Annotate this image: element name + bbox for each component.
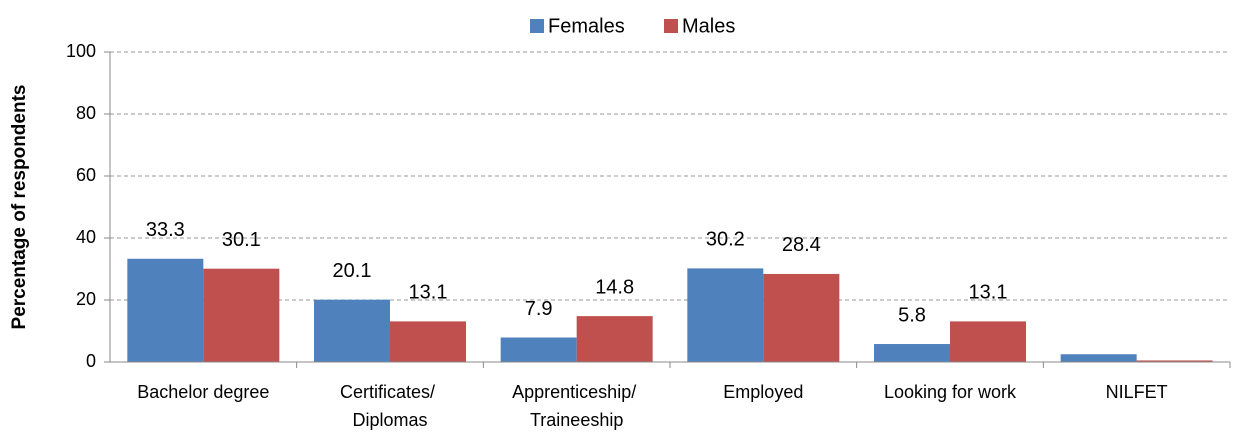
data-label: 20.1	[333, 260, 372, 282]
data-label: 28.4	[782, 234, 821, 256]
bar	[1060, 354, 1137, 362]
y-tick-label: 20	[76, 289, 96, 309]
x-tick-label-line: Apprenticeship/	[512, 382, 641, 402]
bar	[576, 316, 653, 362]
data-label: 5.8	[898, 304, 926, 326]
legend-label: Females	[548, 15, 625, 37]
data-label: 33.3	[146, 219, 185, 241]
x-tick-label-line: Diplomas	[352, 410, 427, 430]
data-label: 13.1	[969, 282, 1008, 304]
y-tick-label: 0	[86, 351, 96, 371]
bar	[1136, 360, 1213, 362]
x-tick-label: Bachelor degree	[137, 382, 269, 402]
bar	[874, 344, 950, 362]
x-tick-label: Certificates/ Diplomas	[340, 382, 440, 430]
bar	[203, 268, 280, 362]
y-tick-label: 100	[66, 41, 96, 61]
x-tick-label: NILFET	[1106, 382, 1168, 402]
legend-label: Males	[682, 15, 735, 37]
data-label: 13.1	[409, 282, 448, 304]
legend-swatch	[664, 19, 678, 33]
legend-swatch	[530, 19, 544, 33]
bar	[687, 268, 764, 362]
bar	[127, 258, 204, 362]
y-tick-label: 80	[76, 103, 96, 123]
data-label: 30.1	[222, 229, 261, 251]
x-tick-label-line: Traineeship	[530, 410, 623, 430]
y-axis-label: Percentage of respondents	[9, 85, 30, 330]
bar	[314, 299, 390, 362]
data-label: 30.2	[706, 229, 745, 251]
bar	[390, 321, 466, 362]
x-tick-label: Looking for work	[884, 382, 1017, 402]
bar	[500, 337, 577, 362]
data-label: 14.8	[595, 276, 634, 298]
bar	[763, 273, 840, 362]
data-label: 7.9	[525, 298, 553, 320]
x-tick-label: Employed	[723, 382, 803, 402]
x-tick-label-line: Certificates/	[340, 382, 440, 402]
bar	[950, 321, 1026, 362]
y-tick-label: 40	[76, 227, 96, 247]
y-tick-label: 60	[76, 165, 96, 185]
x-tick-label: Apprenticeship/ Traineeship	[512, 382, 641, 430]
